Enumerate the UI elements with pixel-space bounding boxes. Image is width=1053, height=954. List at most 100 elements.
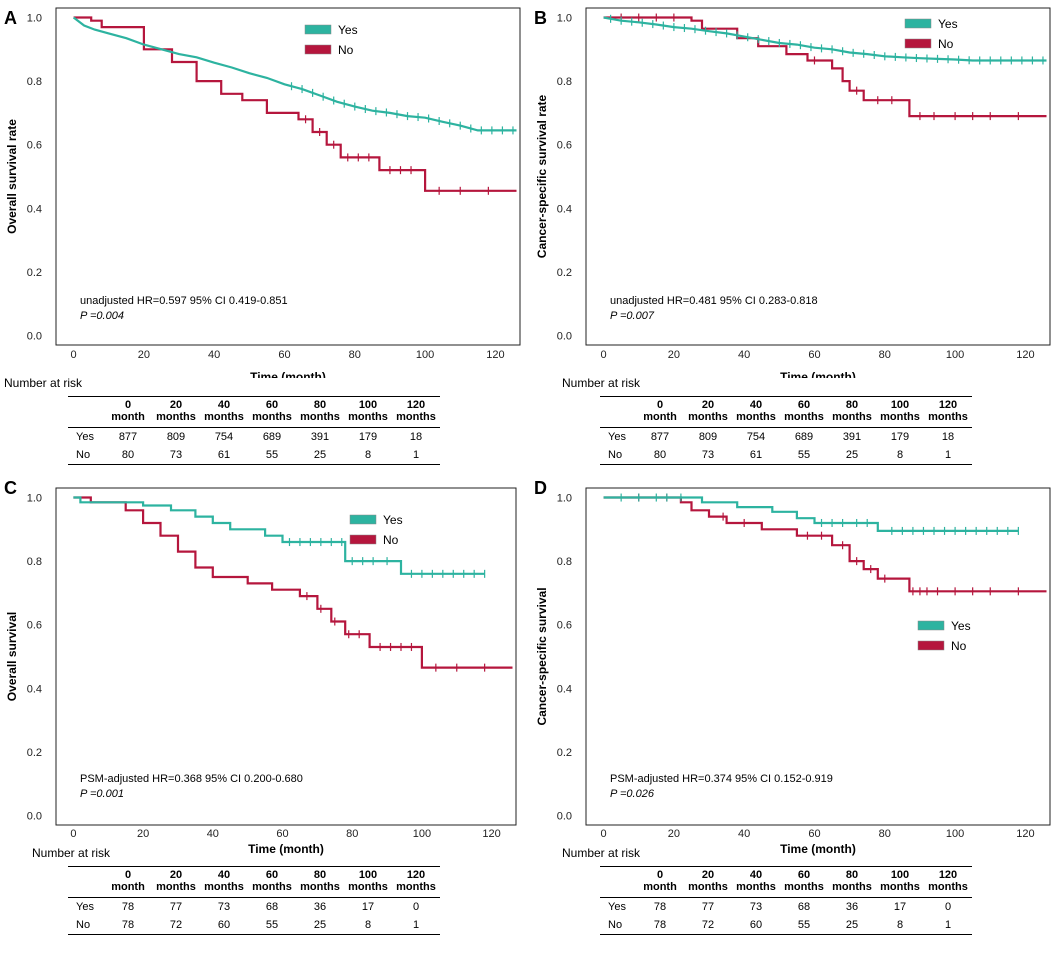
x-tick-label: 80 — [346, 828, 358, 840]
hr-annotation: unadjusted HR=0.481 95% CI 0.283-0.818 — [610, 295, 818, 307]
risk-group-label: Yes — [76, 901, 94, 913]
risk-cell: 55 — [797, 919, 811, 931]
x-tick-label: 0 — [601, 349, 607, 361]
survival-curve-yes — [72, 16, 517, 132]
risk-header-80: 80 months — [832, 869, 872, 893]
y-axis-title: Cancer-specific survival — [535, 587, 549, 725]
risk-header-blank — [600, 397, 636, 428]
x-tick-label: 0 — [71, 349, 77, 361]
risk-header-20: 20 months — [688, 399, 728, 423]
y-tick-label: 0.0 — [27, 330, 42, 342]
risk-header-100: 100 months — [348, 869, 388, 893]
hr-annotation: unadjusted HR=0.597 95% CI 0.419-0.851 — [80, 295, 288, 307]
y-tick-label: 0.6 — [557, 620, 572, 632]
risk-group-label: Yes — [76, 431, 94, 443]
legend-swatch-yes — [349, 514, 377, 525]
panel-b: B 0.0 0.2 0.4 0.6 0.8 1.0 0 20 40 60 80 100 120 Cancer… — [530, 0, 1053, 465]
x-tick-label: 100 — [416, 349, 434, 361]
risk-cell: 25 — [845, 919, 859, 931]
legend-label-yes: Yes — [951, 619, 971, 633]
risk-cell: 754 — [214, 431, 234, 443]
panel-letter: B — [534, 8, 547, 28]
risk-cell: 25 — [313, 449, 327, 461]
legend-label-no: No — [338, 43, 354, 57]
survival-curve-no — [73, 496, 513, 669]
risk-table-d: 0 month 20 months 40 months 60 months 80 mont… — [600, 866, 972, 935]
risk-header-60: 60 months — [784, 869, 824, 893]
risk-header-120: 120 months — [928, 869, 968, 893]
risk-cell: 391 — [310, 431, 330, 443]
y-tick-label: 0.6 — [557, 140, 572, 152]
risk-row-no: No 80 73 61 55 25 8 1 — [600, 446, 972, 465]
y-tick-label: 0.6 — [27, 620, 42, 632]
y-tick-label: 0.8 — [27, 76, 42, 88]
x-tick-label: 0 — [601, 828, 607, 840]
x-tick-label: 80 — [349, 349, 361, 361]
x-axis-title: Time (month) — [248, 842, 324, 856]
x-tick-label: 120 — [1016, 349, 1034, 361]
risk-cell: 689 — [794, 431, 814, 443]
risk-header-120: 120 months — [928, 399, 968, 423]
x-tick-label: 0 — [70, 828, 76, 840]
risk-cell: 0 — [412, 901, 420, 913]
plot-frame — [585, 7, 1051, 346]
y-tick-label: 1.0 — [27, 493, 42, 505]
risk-cell: 55 — [265, 449, 279, 461]
km-chart-d: D 0.0 0.2 0.4 0.6 0.8 1.0 0 20 40 60 80 100 120 Cancer… — [534, 478, 1051, 856]
risk-cell: 1 — [944, 449, 952, 461]
panel-letter: C — [4, 480, 17, 498]
risk-cell: 18 — [409, 431, 423, 443]
y-tick-label: 0.2 — [27, 747, 42, 759]
survival-curve-yes — [73, 496, 485, 575]
risk-header-blank — [68, 397, 104, 428]
risk-cell: 80 — [653, 449, 667, 461]
risk-cell: 179 — [358, 431, 378, 443]
risk-cell: 0 — [944, 901, 952, 913]
risk-group-label: No — [76, 449, 91, 461]
y-tick-label: 0.8 — [557, 76, 572, 88]
risk-header-20: 20 months — [156, 399, 196, 423]
legend-swatch-yes — [917, 620, 945, 631]
plot-frame — [55, 487, 517, 826]
risk-header-80: 80 months — [300, 399, 340, 423]
legend-swatch-yes — [904, 18, 932, 29]
risk-header-120: 120 months — [396, 869, 436, 893]
x-tick-label: 120 — [486, 349, 504, 361]
risk-cell: 1 — [412, 919, 420, 931]
y-tick-label: 0.8 — [557, 556, 572, 568]
risk-cell: 8 — [364, 919, 372, 931]
km-chart-c: C 0.0 0.2 0.4 0.6 0.8 1.0 0 20 40 60 80 100 120 Overal… — [4, 478, 517, 856]
x-tick-label: 40 — [208, 349, 220, 361]
number-at-risk-label: Number at risk — [562, 376, 641, 390]
x-tick-label: 120 — [1016, 828, 1034, 840]
p-value-annotation: P =0.026 — [610, 788, 655, 800]
x-tick-label: 40 — [738, 828, 750, 840]
risk-row-yes: Yes 877 809 754 689 391 179 18 — [68, 428, 440, 447]
y-axis-title: Cancer-specific survival rate — [535, 94, 549, 258]
risk-cell: 78 — [653, 919, 667, 931]
legend-label-no: No — [383, 533, 399, 547]
risk-cell: 8 — [364, 449, 372, 461]
y-tick-label: 0.2 — [557, 747, 572, 759]
risk-row-no: No 78 72 60 55 25 8 1 — [68, 916, 440, 935]
y-tick-label: 0.4 — [557, 203, 572, 215]
risk-header-0: 0 month — [643, 869, 677, 893]
y-axis-title: Overall survival rate — [5, 119, 19, 234]
risk-table-c: 0 month 20 months 40 months 60 months 80 mont… — [68, 866, 440, 935]
y-tick-label: 0.6 — [27, 140, 42, 152]
risk-header-blank — [68, 867, 104, 898]
x-tick-label: 100 — [946, 349, 964, 361]
x-axis-title: Time (month) — [250, 370, 326, 378]
survival-curve-yes — [603, 496, 1019, 532]
plot-frame — [55, 7, 521, 346]
hr-annotation: PSM-adjusted HR=0.368 95% CI 0.200-0.680 — [80, 773, 303, 785]
risk-group-label: No — [608, 919, 623, 931]
risk-cell: 60 — [749, 919, 763, 931]
y-tick-label: 1.0 — [557, 493, 572, 505]
legend-label-yes: Yes — [383, 513, 403, 527]
risk-header-100: 100 months — [880, 869, 920, 893]
risk-cell: 61 — [217, 449, 231, 461]
risk-cell: 73 — [749, 901, 763, 913]
risk-cell: 754 — [746, 431, 766, 443]
risk-cell: 80 — [121, 449, 135, 461]
